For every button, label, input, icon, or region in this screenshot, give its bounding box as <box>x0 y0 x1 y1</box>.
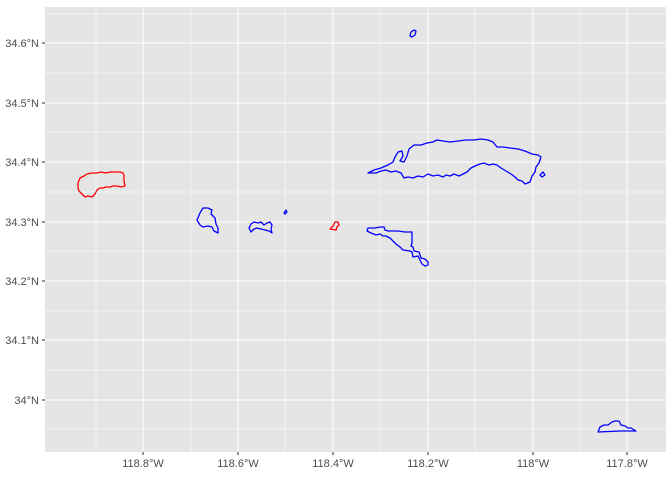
blue-islet-north <box>409 29 417 38</box>
red-islet-center <box>329 221 340 231</box>
blue-island-southeast <box>597 420 637 433</box>
y-axis-labels: 34°N 34.1°N 34.2°N 34.3°N 34.4°N 34.5°N … <box>5 38 39 407</box>
minor-grid <box>45 7 666 452</box>
y-tick-label: 34.6°N <box>5 38 39 50</box>
y-tick-label: 34°N <box>14 395 39 407</box>
y-tick-label: 34.2°N <box>5 276 39 288</box>
plot-background <box>45 7 666 452</box>
blue-islet-small <box>283 209 288 215</box>
y-tick-label: 34.4°N <box>5 157 39 169</box>
blue-parcel-coast <box>366 226 429 267</box>
y-axis-ticks <box>42 42 45 401</box>
x-axis-ticks <box>142 452 628 455</box>
blue-island-middle <box>248 221 273 234</box>
red-island-west <box>77 171 126 198</box>
y-tick-label: 34.1°N <box>5 335 39 347</box>
x-tick-label: 117.8°W <box>606 458 648 470</box>
y-tick-label: 34.3°N <box>5 217 39 229</box>
y-tick-label: 34.5°N <box>5 98 39 110</box>
x-tick-label: 118.6°W <box>217 458 259 470</box>
x-tick-label: 118.8°W <box>122 458 164 470</box>
blue-islet-east <box>539 171 546 178</box>
blue-island-large <box>367 138 542 185</box>
blue-island-southwest <box>196 207 219 234</box>
red-polygons <box>77 171 340 231</box>
x-axis-labels: 118.8°W 118.6°W 118.4°W 118.2°W 118°W 11… <box>122 458 648 470</box>
blue-polygons <box>196 29 637 433</box>
x-tick-label: 118.2°W <box>407 458 449 470</box>
x-tick-label: 118°W <box>517 458 550 470</box>
x-tick-label: 118.4°W <box>312 458 354 470</box>
